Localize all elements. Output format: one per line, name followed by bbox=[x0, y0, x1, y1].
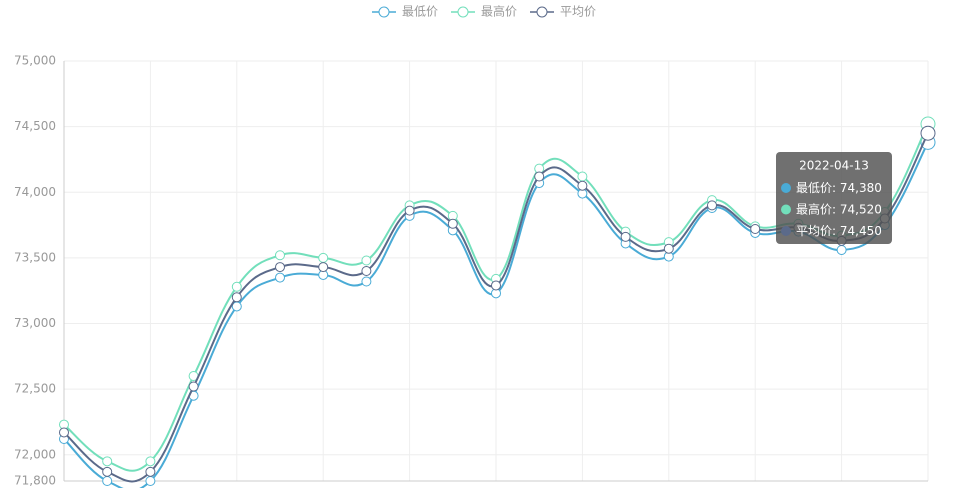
tooltip-value: 74,450 bbox=[840, 224, 882, 238]
data-point bbox=[491, 280, 501, 291]
data-point bbox=[102, 476, 113, 486]
y-tick-label: 72,500 bbox=[14, 382, 56, 396]
data-point bbox=[102, 466, 113, 477]
data-point bbox=[620, 231, 631, 242]
legend-label: 平均价 bbox=[560, 5, 596, 19]
data-point bbox=[275, 250, 285, 261]
data-point bbox=[750, 224, 761, 234]
legend-label: 最高价 bbox=[481, 4, 517, 19]
tooltip-item: 平均价: 74,450 bbox=[796, 224, 882, 238]
data-point bbox=[707, 200, 717, 211]
y-tick-label: 73,500 bbox=[14, 250, 56, 264]
tooltip-title: 2022-04-13 bbox=[799, 159, 869, 173]
legend-icon bbox=[378, 6, 390, 18]
y-tick-label: 75,000 bbox=[14, 54, 56, 68]
tooltip-value: 74,520 bbox=[840, 202, 882, 216]
data-point bbox=[102, 456, 113, 467]
tooltip-name: 最低价 bbox=[796, 181, 832, 195]
data-point bbox=[404, 205, 415, 216]
data-point bbox=[59, 427, 69, 438]
data-point bbox=[920, 125, 936, 141]
tooltip-dot bbox=[781, 204, 791, 215]
y-tick-label: 74,500 bbox=[14, 119, 56, 133]
data-point bbox=[836, 245, 847, 255]
tooltip-dot bbox=[781, 183, 791, 193]
tooltip-sep: : bbox=[832, 202, 840, 216]
data-point bbox=[577, 171, 588, 182]
tooltip-sep: : bbox=[832, 224, 840, 238]
y-tick-label: 73,000 bbox=[14, 316, 56, 330]
data-point bbox=[318, 252, 329, 263]
legend-icon bbox=[457, 6, 469, 18]
data-point bbox=[361, 255, 372, 266]
legend-icon bbox=[536, 6, 548, 18]
tooltip-name: 最高价 bbox=[796, 201, 832, 216]
data-point bbox=[577, 180, 588, 191]
data-point bbox=[318, 262, 329, 273]
y-tick-label: 71,800 bbox=[14, 474, 56, 488]
data-point bbox=[231, 292, 242, 303]
data-point bbox=[188, 381, 199, 392]
y-tick-label: 72,000 bbox=[14, 447, 56, 461]
tooltip-item: 最低价: 74,380 bbox=[796, 181, 882, 195]
data-point bbox=[145, 466, 156, 477]
tooltip-sep: : bbox=[832, 181, 840, 195]
data-point bbox=[361, 266, 372, 276]
data-point bbox=[447, 218, 458, 229]
tooltip-value: 74,380 bbox=[840, 181, 882, 195]
y-tick-label: 74,000 bbox=[14, 185, 56, 199]
tooltip-item: 最高价: 74,520 bbox=[796, 201, 882, 216]
tooltip: 2022-04-13 最低价: 74,380 最高价: 74,520 平均价: 74,… bbox=[776, 152, 892, 244]
data-point bbox=[663, 243, 674, 254]
tooltip-dot bbox=[781, 226, 791, 236]
data-point bbox=[275, 272, 285, 283]
data-point bbox=[231, 281, 242, 292]
data-point bbox=[275, 262, 285, 273]
data-point bbox=[534, 171, 545, 182]
tooltip-name: 平均价 bbox=[796, 224, 832, 238]
data-point bbox=[361, 276, 372, 287]
data-point bbox=[145, 476, 156, 486]
tooltip-box bbox=[776, 152, 892, 244]
legend-label: 最低价 bbox=[402, 5, 438, 19]
data-point bbox=[145, 456, 156, 467]
